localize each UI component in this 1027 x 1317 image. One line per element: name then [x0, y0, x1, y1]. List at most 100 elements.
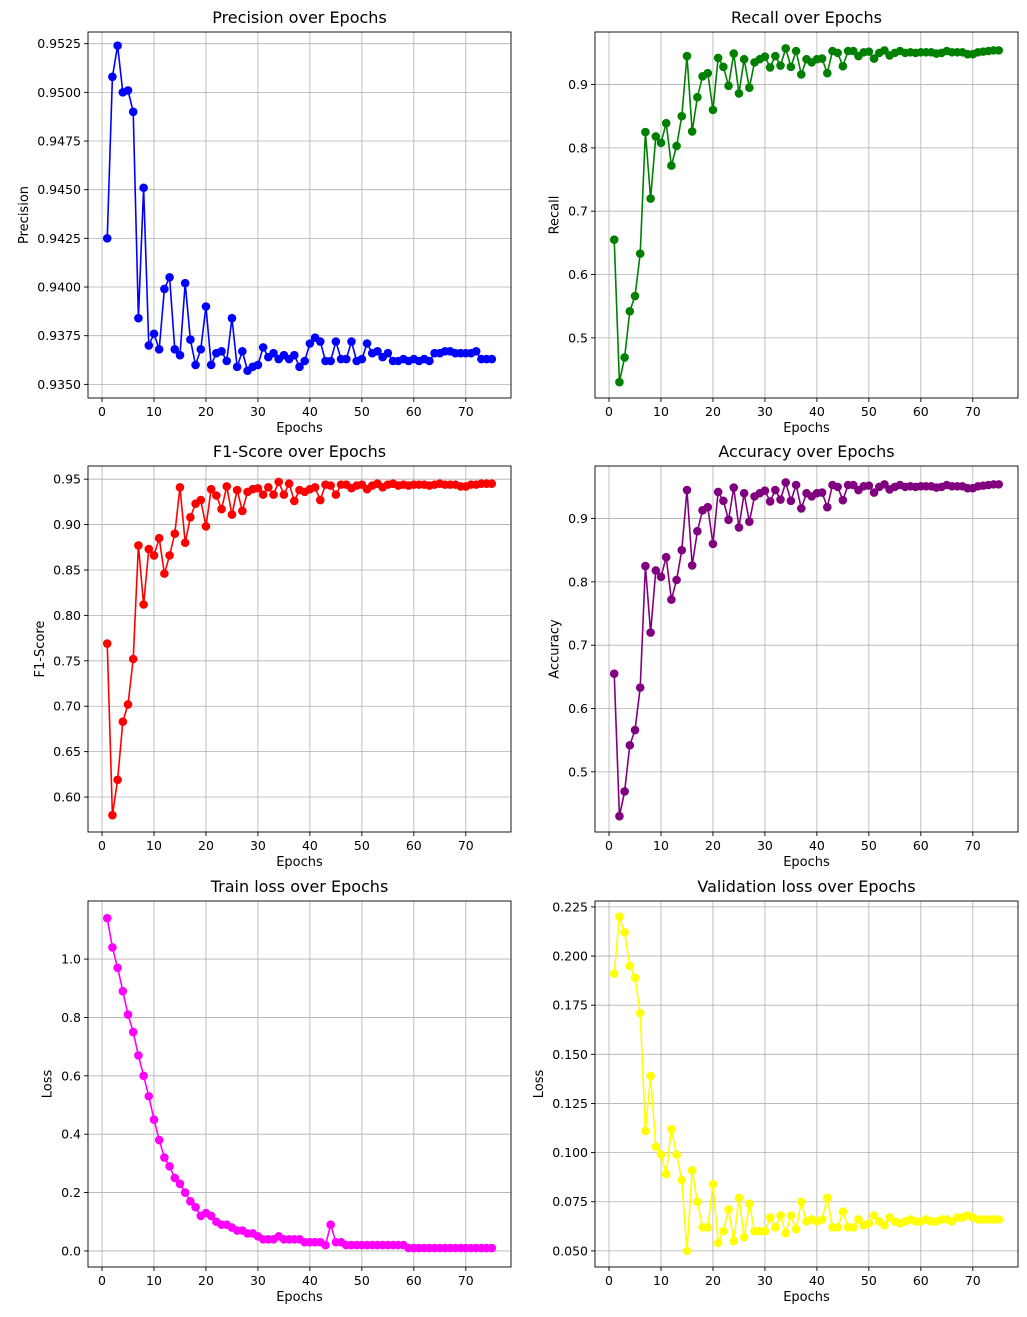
- data-point: [797, 70, 806, 79]
- data-point: [331, 337, 341, 346]
- y-axis-label: Precision: [17, 186, 32, 244]
- data-point: [817, 1215, 827, 1224]
- x-tick-label: 60: [913, 404, 929, 419]
- x-tick-label: 60: [406, 838, 422, 853]
- x-tick-label: 30: [250, 1273, 266, 1288]
- data-point: [822, 1193, 832, 1203]
- data-point: [128, 654, 138, 664]
- y-tick-label: 0.9400: [37, 280, 81, 295]
- data-point: [232, 362, 242, 372]
- chart-title: Precision over Epochs: [212, 8, 387, 27]
- data-point: [326, 481, 335, 490]
- x-tick-label: 0: [98, 838, 106, 853]
- data-point: [284, 479, 294, 489]
- chart-panel-3: 0 10 20 30 40 50 60 70 0.60 0.65 0.70 0.75 0.80 0.85 0…: [33, 442, 512, 870]
- data-point: [290, 350, 299, 360]
- data-point: [791, 1224, 801, 1234]
- data-point: [425, 356, 434, 366]
- y-tick-label: 0.150: [552, 1047, 588, 1062]
- data-point: [765, 497, 775, 506]
- data-point: [791, 46, 801, 56]
- x-tick-label: 40: [809, 404, 825, 419]
- data-point: [838, 495, 848, 505]
- data-point: [108, 72, 117, 82]
- data-point: [165, 1162, 174, 1171]
- data-point: [620, 787, 629, 796]
- data-point: [869, 488, 879, 497]
- data-point: [274, 477, 284, 487]
- y-tick-label: 0.9475: [37, 134, 81, 149]
- x-tick-label: 40: [302, 838, 318, 853]
- data-point: [797, 1197, 806, 1207]
- x-tick-label: 60: [406, 1273, 422, 1288]
- data-point: [864, 1219, 874, 1228]
- data-point: [123, 700, 133, 709]
- data-point: [677, 1175, 687, 1185]
- data-point: [848, 1222, 858, 1232]
- series-line: [613, 45, 999, 383]
- data-point: [771, 51, 780, 61]
- x-tick-label: 70: [458, 404, 474, 419]
- chart-title: F1-Score over Epochs: [213, 442, 386, 461]
- data-point: [838, 61, 848, 71]
- x-tick-label: 20: [705, 1273, 721, 1288]
- data-point: [760, 52, 770, 61]
- data-point: [139, 183, 148, 193]
- y-tick-label: 0.6: [568, 267, 588, 282]
- x-tick-label: 70: [965, 404, 981, 419]
- data-point: [113, 41, 122, 50]
- data-point: [708, 105, 718, 115]
- y-axis-label: F1-Score: [33, 621, 48, 678]
- data-point: [471, 346, 481, 356]
- data-point: [118, 986, 128, 996]
- data-point: [729, 49, 739, 58]
- y-tick-label: 0.75: [53, 653, 81, 668]
- y-axis-label: Recall: [548, 196, 563, 235]
- data-point: [227, 313, 237, 323]
- data-point: [144, 544, 154, 554]
- data-point: [797, 504, 806, 513]
- data-point: [869, 1211, 879, 1220]
- x-tick-label: 70: [458, 1273, 474, 1288]
- data-point: [817, 488, 827, 497]
- data-point: [745, 83, 754, 93]
- data-point: [201, 302, 211, 311]
- x-tick-label: 50: [354, 1273, 370, 1288]
- data-point: [646, 628, 655, 637]
- data-point: [326, 356, 335, 366]
- y-tick-label: 0.6: [61, 1068, 81, 1083]
- data-point: [745, 1199, 754, 1209]
- data-point: [656, 1150, 666, 1159]
- y-tick-label: 0.9375: [37, 328, 81, 343]
- data-point: [102, 234, 112, 243]
- axes-frame: [87, 900, 512, 1268]
- chart-title: Validation loss over Epochs: [697, 877, 915, 896]
- data-point: [708, 539, 718, 549]
- data-point: [128, 1027, 138, 1037]
- x-tick-label: 30: [757, 404, 773, 419]
- x-tick-label: 0: [605, 404, 613, 419]
- data-point: [724, 515, 733, 525]
- data-point: [994, 1215, 1004, 1224]
- data-point: [160, 569, 169, 578]
- y-tick-label: 0.5: [568, 330, 588, 345]
- y-tick-label: 0.050: [552, 1243, 588, 1258]
- y-tick-label: 0.125: [552, 1096, 588, 1111]
- data-point: [108, 810, 117, 820]
- data-point: [994, 480, 1004, 489]
- data-point: [206, 1211, 216, 1221]
- y-tick-label: 0.85: [53, 562, 81, 577]
- data-point: [833, 482, 842, 492]
- data-point: [687, 127, 697, 136]
- data-point: [279, 490, 289, 499]
- data-point: [170, 1173, 180, 1183]
- data-point: [191, 360, 200, 370]
- data-point: [175, 1179, 185, 1189]
- x-axis-label: Epochs: [276, 855, 323, 870]
- data-point: [206, 360, 216, 370]
- series-line: [613, 916, 999, 1251]
- data-point: [672, 1150, 681, 1159]
- data-point: [357, 354, 367, 364]
- data-point: [620, 353, 629, 362]
